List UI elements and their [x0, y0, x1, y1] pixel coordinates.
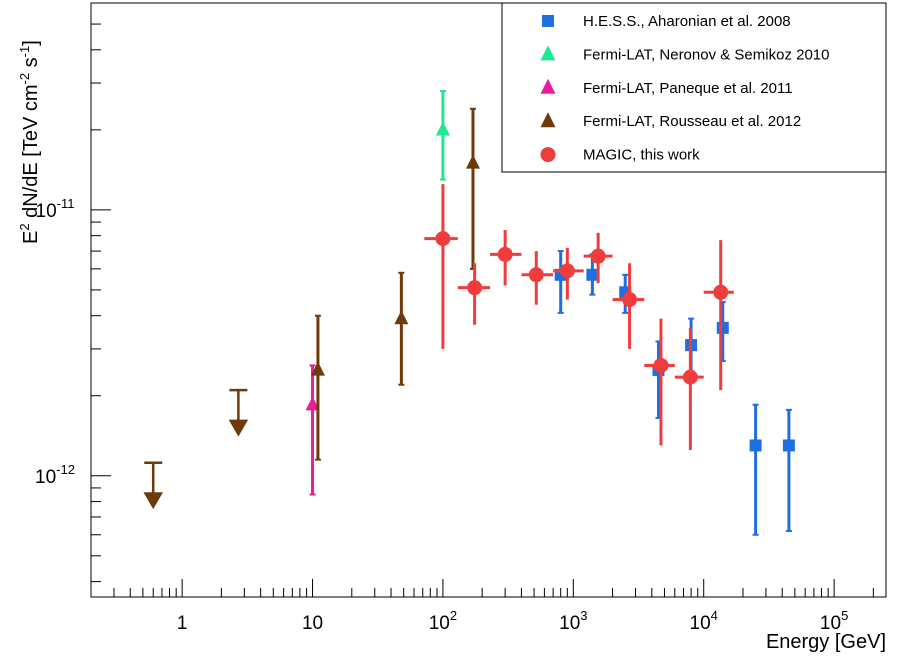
legend-label: Fermi-LAT, Neronov & Semikoz 2010	[583, 46, 829, 63]
plot-frame	[90, 2, 887, 598]
y-tick-label: 10-11	[36, 196, 75, 222]
legend-marker	[540, 78, 556, 94]
x-axis-ticks: 1 10 102 103 104 105	[90, 579, 874, 634]
y-axis-label: E2 dN/dE [TeV cm-2 s-1]	[17, 40, 42, 244]
x-axis-label: Energy [GeV]	[766, 631, 886, 653]
data-point	[435, 231, 451, 247]
data-point	[465, 154, 480, 169]
data-point	[622, 292, 638, 308]
data-point	[310, 361, 325, 376]
chart-marks	[143, 90, 795, 536]
data-point	[586, 268, 599, 281]
legend-marker	[540, 147, 556, 163]
data-point	[713, 284, 729, 300]
series-2	[305, 364, 320, 496]
series-3	[143, 107, 480, 510]
data-point	[435, 121, 450, 136]
legend-marker	[540, 45, 556, 61]
upper-limit-arrow	[228, 419, 249, 437]
data-point	[305, 396, 320, 411]
y-tick-label: 10-12	[35, 462, 75, 488]
series-1	[435, 90, 450, 181]
data-point	[782, 439, 795, 452]
series-4	[424, 184, 734, 451]
data-point	[716, 321, 729, 334]
legend-label: MAGIC, this work	[583, 147, 700, 164]
x-tick-label: 1	[177, 613, 188, 634]
x-tick-label: 102	[429, 608, 457, 634]
data-point	[590, 248, 606, 264]
legend-marker	[540, 112, 556, 128]
x-tick-label: 103	[559, 608, 587, 634]
legend-label: H.E.S.S., Aharonian et al. 2008	[583, 13, 791, 30]
data-point	[653, 357, 669, 373]
data-point	[467, 280, 483, 296]
data-point	[497, 246, 513, 262]
y-axis-ticks: 10-12 10-11	[35, 2, 111, 583]
data-point	[559, 263, 575, 279]
legend: H.E.S.S., Aharonian et al. 2008 Fermi-LAT…	[501, 2, 887, 173]
data-point	[394, 310, 409, 325]
legend-box	[501, 2, 887, 173]
data-point	[749, 439, 762, 452]
x-tick-label: 105	[820, 608, 848, 634]
data-point	[528, 267, 544, 283]
legend-marker	[542, 15, 554, 27]
upper-limit-arrow	[143, 492, 163, 510]
data-point	[682, 369, 698, 385]
x-tick-label: 10	[302, 613, 323, 634]
legend-label: Fermi-LAT, Paneque et al. 2011	[583, 80, 793, 97]
x-tick-label: 104	[690, 608, 718, 634]
legend-label: Fermi-LAT, Rousseau et al. 2012	[583, 113, 801, 130]
